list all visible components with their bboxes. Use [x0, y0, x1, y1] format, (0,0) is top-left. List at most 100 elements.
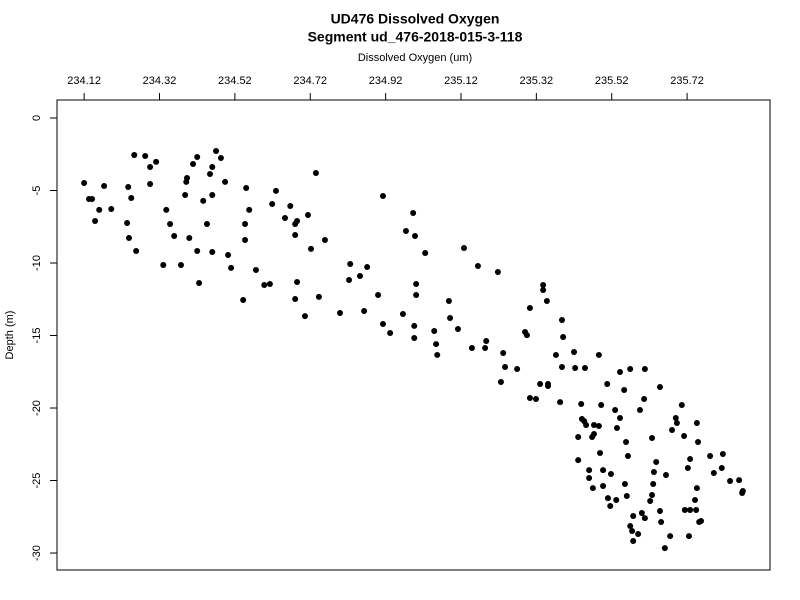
data-point	[287, 203, 294, 210]
y-tick-label: -20	[31, 400, 43, 416]
data-point	[560, 333, 567, 340]
data-point	[246, 206, 253, 213]
data-point	[422, 249, 429, 256]
data-point	[623, 493, 630, 500]
data-point	[627, 523, 634, 530]
data-point	[125, 235, 132, 242]
data-point	[624, 453, 631, 460]
data-point	[650, 468, 657, 475]
data-point	[681, 433, 688, 440]
data-point	[613, 496, 620, 503]
chart-subtitle: Segment ud_476-2018-015-3-118	[308, 29, 523, 45]
data-point	[607, 470, 614, 477]
data-point	[669, 427, 676, 434]
data-point	[347, 261, 354, 268]
y-tick-label: -30	[31, 545, 43, 561]
data-point	[586, 467, 593, 474]
data-point	[209, 191, 216, 198]
data-point	[581, 364, 588, 371]
y-tick-label: -15	[31, 328, 43, 344]
data-point	[387, 330, 394, 337]
data-point	[658, 518, 665, 525]
data-point	[621, 387, 628, 394]
data-point	[460, 245, 467, 252]
data-point	[200, 197, 207, 204]
data-point	[153, 158, 160, 165]
data-point	[483, 338, 490, 345]
data-point	[537, 380, 544, 387]
data-point	[500, 350, 507, 357]
data-point	[217, 155, 224, 162]
data-point	[719, 450, 726, 457]
data-point	[315, 293, 322, 300]
data-point	[242, 236, 249, 243]
data-point	[502, 363, 509, 370]
data-point	[604, 495, 611, 502]
data-point	[292, 232, 299, 239]
data-point	[598, 401, 605, 408]
data-point	[641, 396, 648, 403]
data-point	[494, 268, 501, 275]
data-point	[222, 178, 229, 185]
y-axis-label: Depth (m)	[4, 311, 16, 360]
data-point	[147, 180, 154, 187]
data-point	[402, 227, 409, 234]
data-point	[595, 422, 602, 429]
data-point	[468, 344, 475, 351]
data-point	[307, 245, 314, 252]
data-point	[673, 419, 680, 426]
data-point	[617, 415, 624, 422]
data-point	[649, 435, 656, 442]
data-point	[184, 175, 191, 182]
data-point	[281, 215, 288, 222]
data-point	[124, 219, 131, 226]
data-point	[532, 396, 539, 403]
data-point	[399, 311, 406, 318]
data-point	[142, 152, 149, 159]
data-point	[294, 217, 301, 224]
data-point	[685, 533, 692, 540]
data-point	[600, 483, 607, 490]
data-point	[379, 193, 386, 200]
x-tick-label: 234.72	[293, 75, 327, 87]
data-point	[575, 457, 582, 464]
data-point	[653, 458, 660, 465]
data-point	[209, 163, 216, 170]
data-point	[667, 533, 674, 540]
data-point	[242, 220, 249, 227]
data-point	[641, 515, 648, 522]
chart-title: UD476 Dissolved Oxygen	[331, 11, 500, 27]
data-point	[540, 282, 547, 289]
data-point	[89, 196, 96, 203]
y-tick-label: 0	[31, 115, 43, 121]
data-point	[526, 304, 533, 311]
data-point	[583, 421, 590, 428]
y-tick-label: -25	[31, 473, 43, 489]
data-point	[125, 184, 132, 191]
data-point	[710, 469, 717, 476]
data-point	[629, 527, 636, 534]
data-point	[687, 506, 694, 513]
data-point	[304, 211, 311, 218]
data-point	[182, 191, 189, 198]
data-point	[540, 286, 547, 293]
data-point	[650, 481, 657, 488]
x-tick-label: 235.72	[670, 75, 704, 87]
x-tick-label: 235.32	[520, 75, 554, 87]
data-point	[433, 341, 440, 348]
data-point	[243, 185, 250, 192]
data-point	[177, 262, 184, 269]
data-point	[621, 481, 628, 488]
data-point	[272, 187, 279, 194]
x-axis-label: Dissolved Oxygen (um)	[358, 52, 472, 64]
data-point	[131, 151, 138, 158]
data-point	[252, 266, 259, 273]
data-point	[595, 351, 602, 358]
data-point	[656, 507, 663, 514]
data-point	[128, 195, 135, 202]
data-point	[194, 153, 201, 160]
data-point	[301, 313, 308, 320]
data-point	[604, 380, 611, 387]
data-point	[672, 415, 679, 422]
data-point	[687, 456, 694, 463]
